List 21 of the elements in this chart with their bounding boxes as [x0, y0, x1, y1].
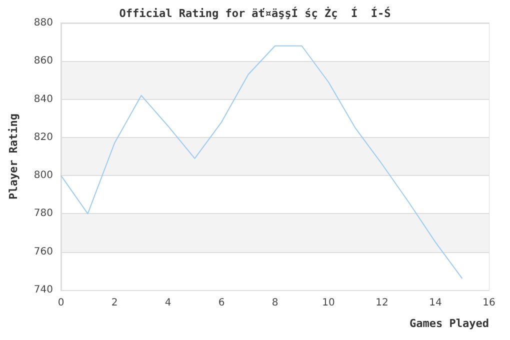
y-tick-label: 880	[34, 18, 53, 28]
chart-title: Official Rating for äť¤äşşÍ śç Żç Í Í-Ś	[119, 6, 391, 20]
x-tick-label: 14	[429, 298, 442, 308]
x-tick-label: 12	[376, 298, 388, 308]
x-tick-label: 8	[272, 298, 278, 308]
x-tick-label: 6	[218, 298, 225, 308]
y-tick-label: 800	[34, 170, 53, 182]
y-tick-label: 860	[34, 56, 53, 67]
x-tick-label: 4	[164, 298, 172, 308]
y-tick-label: 840	[34, 94, 53, 105]
line-series	[60, 45, 463, 280]
y-tick-label: 740	[34, 284, 53, 296]
y-tick-label: 780	[34, 208, 53, 220]
x-tick-label: 2	[111, 298, 118, 308]
y-axis-title: Player Rating	[7, 113, 20, 200]
x-axis-title: Games Played	[410, 317, 489, 330]
x-tick-label: 10	[322, 298, 335, 308]
y-tick-label: 760	[34, 246, 53, 258]
x-tick-label: 0	[58, 298, 64, 308]
y-tick-label: 820	[34, 132, 53, 143]
x-tick-label: 16	[482, 298, 496, 308]
